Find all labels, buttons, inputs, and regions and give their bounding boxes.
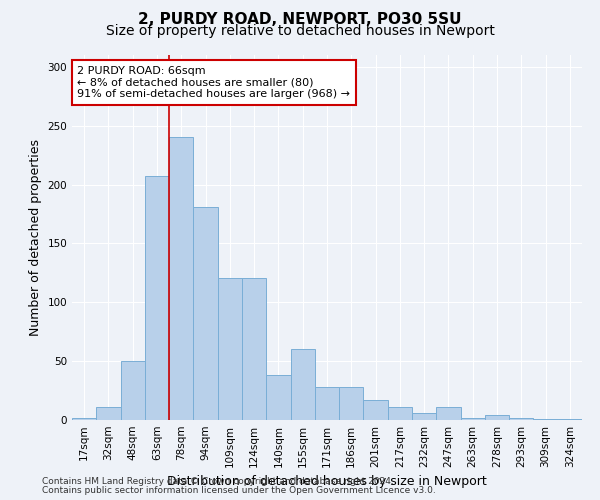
Bar bbox=[121, 361, 145, 420]
Bar bbox=[266, 376, 290, 420]
X-axis label: Distribution of detached houses by size in Newport: Distribution of detached houses by size … bbox=[167, 476, 487, 488]
Bar bbox=[558, 419, 582, 420]
Text: Size of property relative to detached houses in Newport: Size of property relative to detached ho… bbox=[106, 24, 494, 38]
Text: 2, PURDY ROAD, NEWPORT, PO30 5SU: 2, PURDY ROAD, NEWPORT, PO30 5SU bbox=[138, 12, 462, 26]
Text: 2 PURDY ROAD: 66sqm
← 8% of detached houses are smaller (80)
91% of semi-detache: 2 PURDY ROAD: 66sqm ← 8% of detached hou… bbox=[77, 66, 350, 99]
Bar bbox=[436, 407, 461, 420]
Bar bbox=[388, 407, 412, 420]
Bar bbox=[533, 419, 558, 420]
Bar bbox=[485, 416, 509, 420]
Bar bbox=[290, 350, 315, 420]
Text: Contains HM Land Registry data © Crown copyright and database right 2024.: Contains HM Land Registry data © Crown c… bbox=[42, 477, 394, 486]
Y-axis label: Number of detached properties: Number of detached properties bbox=[29, 139, 42, 336]
Bar bbox=[412, 413, 436, 420]
Bar bbox=[145, 176, 169, 420]
Bar bbox=[218, 278, 242, 420]
Bar bbox=[169, 138, 193, 420]
Bar bbox=[96, 407, 121, 420]
Text: Contains public sector information licensed under the Open Government Licence v3: Contains public sector information licen… bbox=[42, 486, 436, 495]
Bar bbox=[193, 207, 218, 420]
Bar bbox=[509, 418, 533, 420]
Bar bbox=[315, 387, 339, 420]
Bar bbox=[72, 418, 96, 420]
Bar bbox=[461, 418, 485, 420]
Bar bbox=[339, 387, 364, 420]
Bar bbox=[242, 278, 266, 420]
Bar bbox=[364, 400, 388, 420]
